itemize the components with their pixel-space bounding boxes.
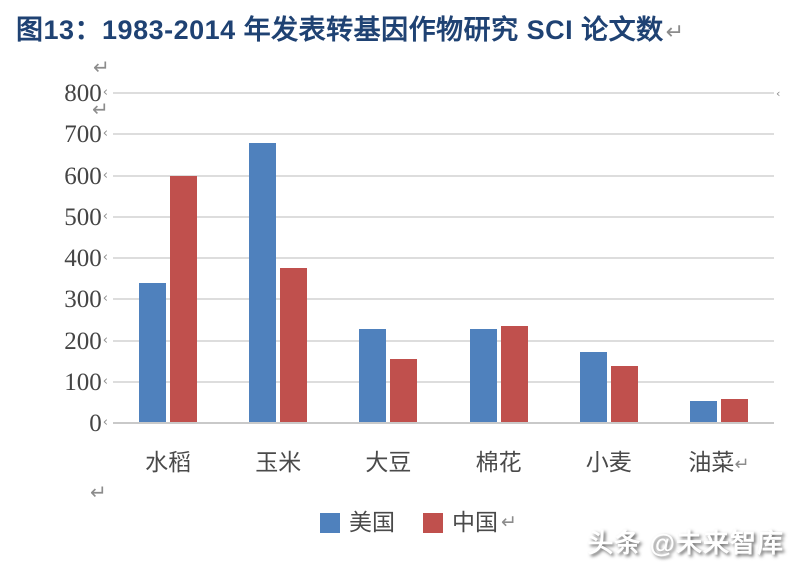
chart-title-text: 图13：1983-2014 年发表转基因作物研究 SCI 论文数 (16, 15, 664, 45)
bar-美国-棉花 (469, 328, 497, 422)
bar-美国-水稻 (139, 282, 167, 422)
return-mark-icon: ↵ (92, 97, 109, 121)
gridline (113, 215, 774, 218)
x-axis-category-label: 玉米 (255, 450, 302, 475)
gridline (113, 298, 774, 301)
gridline (113, 133, 774, 136)
legend-label-us: 美国 (349, 510, 395, 535)
x-axis-category-label: 油菜↵ (688, 450, 750, 475)
x-axis-category-label: 水稻 (145, 450, 192, 475)
bar-美国-玉米 (249, 142, 277, 422)
watermark: 头条 @未来智库 (587, 528, 784, 558)
small-tick-mark-icon: ‹ (776, 87, 781, 100)
y-axis-tick-label: 300‹ (64, 286, 108, 314)
return-mark-icon: ↵ (665, 20, 685, 45)
bar-中国-水稻 (170, 175, 198, 422)
bar-美国-大豆 (359, 328, 387, 422)
legend-swatch-china-icon (423, 512, 443, 533)
bar-中国-玉米 (280, 268, 308, 422)
y-axis-tick-label: 500‹ (64, 203, 108, 231)
legend-label-china: 中国 (452, 510, 498, 535)
legend-swatch-us-icon (320, 512, 340, 533)
bar-中国-小麦 (610, 366, 638, 422)
gridline (113, 339, 774, 342)
y-axis-tick-label: 700‹ (64, 121, 108, 149)
return-mark-icon: ↵ (501, 511, 517, 533)
y-axis-tick-label: 100‹ (64, 368, 108, 396)
y-axis-tick-label: 400‹ (64, 245, 108, 272)
gridline (113, 380, 774, 383)
return-mark-icon: ↵ (90, 480, 107, 504)
x-axis-category-label: 棉花 (475, 450, 522, 475)
gridline (113, 92, 774, 94)
gridline (113, 422, 774, 424)
gridline (113, 257, 774, 259)
bar-中国-油菜 (720, 399, 748, 422)
bar-美国-油菜 (689, 401, 717, 422)
gridline (113, 174, 774, 177)
bar-中国-棉花 (500, 326, 528, 422)
y-axis-tick-label: 200‹ (64, 327, 108, 355)
x-axis-category-label: 大豆 (365, 450, 412, 475)
x-axis-category-label: 小麦 (585, 450, 632, 475)
bar-美国-小麦 (579, 352, 607, 422)
y-axis-tick-label: 800‹ (64, 80, 108, 107)
bar-中国-大豆 (390, 359, 418, 422)
chart-title: 图13：1983-2014 年发表转基因作物研究 SCI 论文数↵ (16, 8, 685, 47)
return-mark-icon: ↵ (93, 55, 110, 79)
chart-legend: 美国 中国 ↵ (320, 511, 517, 534)
y-axis-tick-label: 0‹ (89, 410, 108, 437)
y-axis-tick-label: 600‹ (64, 162, 108, 190)
